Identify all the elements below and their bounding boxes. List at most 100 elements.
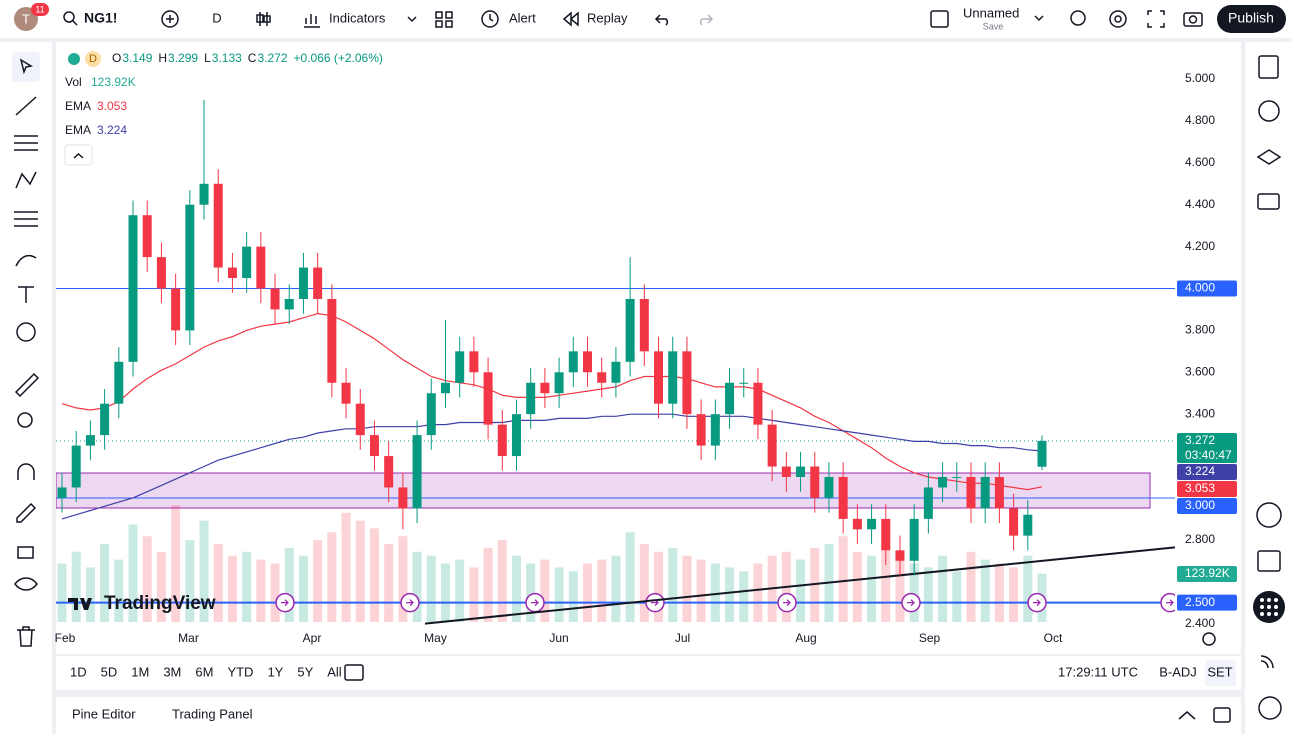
trading-panel-tab[interactable]: Trading Panel (172, 706, 253, 721)
clock: 17:29:11 UTC (1058, 664, 1138, 679)
expand-panel[interactable] (1178, 711, 1196, 720)
volume-badge-label: 123.92K (1185, 566, 1230, 580)
help[interactable] (1258, 696, 1282, 720)
x-tick-label: Sep (919, 631, 941, 645)
event-icon (907, 599, 915, 607)
redo[interactable] (699, 14, 714, 26)
hide-tool[interactable] (14, 577, 38, 591)
news[interactable] (1260, 655, 1274, 669)
text-tool[interactable] (18, 286, 34, 303)
lock-tool[interactable] (17, 546, 34, 559)
quick-search[interactable] (1070, 10, 1086, 26)
price-badge-bg (1177, 594, 1237, 611)
undo[interactable] (654, 14, 669, 26)
symbol[interactable]: NG1! (84, 10, 117, 26)
goto-date[interactable] (344, 664, 364, 681)
plot-area (56, 100, 1175, 625)
zoom-tool[interactable] (17, 412, 33, 428)
range-button[interactable]: 1D (70, 664, 87, 679)
interval[interactable]: D (212, 10, 221, 25)
chevron (407, 16, 417, 23)
range-button[interactable]: YTD (227, 664, 253, 679)
compare-icon[interactable] (161, 10, 179, 28)
object-tree[interactable] (1256, 149, 1282, 165)
candle-body (867, 518, 877, 530)
session-toggle[interactable]: SET (1207, 664, 1232, 679)
pine-editor-tab[interactable]: Pine Editor (72, 706, 136, 721)
range-button[interactable]: 6M (195, 664, 213, 679)
candle-body (341, 382, 351, 404)
volume-bar (867, 555, 877, 622)
lines-tool[interactable] (14, 135, 38, 151)
settings[interactable] (1109, 10, 1127, 28)
volume-bar (440, 563, 450, 622)
candle-body (838, 476, 848, 519)
layout-icon[interactable] (930, 10, 949, 28)
indicators-icon[interactable] (304, 14, 320, 28)
y-tick-label: 2.400 (1185, 616, 1215, 630)
replay-icon[interactable] (562, 11, 579, 27)
candle-body (668, 351, 678, 404)
layout-name[interactable]: Unnamed (963, 5, 1019, 20)
top-bar (0, 0, 1291, 38)
fullscreen[interactable] (1147, 10, 1165, 28)
volume-bar (682, 555, 692, 622)
range-button[interactable]: 3M (163, 664, 181, 679)
volume-name: Vol (65, 75, 82, 89)
candle-body (128, 215, 138, 362)
ruler-tool[interactable] (14, 372, 40, 398)
alert-icon[interactable] (481, 10, 499, 28)
avatar[interactable] (14, 7, 38, 31)
search-icon[interactable] (63, 11, 75, 23)
save-label[interactable]: Save (983, 21, 1004, 31)
publish-label: Publish (1228, 10, 1274, 26)
trend-tool[interactable] (15, 96, 37, 116)
candle-body (114, 361, 124, 404)
indicators-button[interactable]: Indicators (329, 10, 386, 25)
candle-body (384, 456, 394, 488)
screenshot[interactable] (1183, 12, 1203, 27)
cursor-tool[interactable] (19, 58, 34, 75)
chart-type-icon (256, 14, 264, 23)
lock-draw-tool[interactable] (16, 502, 37, 523)
volume-bar (895, 559, 905, 622)
maximize-panel[interactable] (1213, 707, 1231, 723)
pattern-tool[interactable] (15, 171, 37, 189)
range-button[interactable]: All (327, 664, 342, 679)
emoji-tool[interactable] (16, 322, 36, 342)
chats[interactable] (1257, 193, 1280, 210)
publish-button[interactable] (1217, 5, 1286, 33)
candle-body (313, 267, 323, 299)
calendar[interactable] (1257, 550, 1281, 572)
range-button[interactable]: 5D (101, 664, 118, 679)
volume-bar (611, 555, 621, 622)
apps-dots (1260, 598, 1278, 616)
price-badge: 4.000 (1177, 280, 1237, 297)
ohlc-label: O (112, 51, 121, 65)
chevron[interactable] (1034, 15, 1044, 22)
y-tick-label: 4.800 (1185, 113, 1215, 127)
volume-bar (696, 559, 706, 622)
volume-bar (412, 551, 422, 622)
candle-body (100, 403, 110, 436)
ideas[interactable] (1256, 502, 1282, 528)
axis-settings[interactable] (1202, 632, 1216, 646)
volume-bar (852, 551, 862, 622)
trash-tool[interactable] (17, 626, 35, 647)
price-badge-bg (1177, 481, 1237, 497)
alert-button[interactable]: Alert (509, 10, 536, 25)
range-button[interactable]: 1M (131, 664, 149, 679)
adjust-toggle[interactable]: B-ADJ (1159, 664, 1197, 679)
templates-icon[interactable] (435, 11, 443, 19)
ohlc-value: 3.272 (257, 51, 287, 65)
candle-body (654, 351, 664, 404)
watchlist[interactable] (1258, 55, 1279, 79)
brush-tool[interactable] (15, 254, 37, 267)
range-button[interactable]: 1Y (267, 664, 283, 679)
alerts[interactable] (1258, 100, 1280, 122)
range-button[interactable]: 5Y (297, 664, 313, 679)
fib-tool[interactable] (14, 211, 38, 227)
volume-bar (185, 540, 195, 622)
replay-button[interactable]: Replay (587, 10, 628, 25)
magnet-tool[interactable] (17, 463, 35, 480)
